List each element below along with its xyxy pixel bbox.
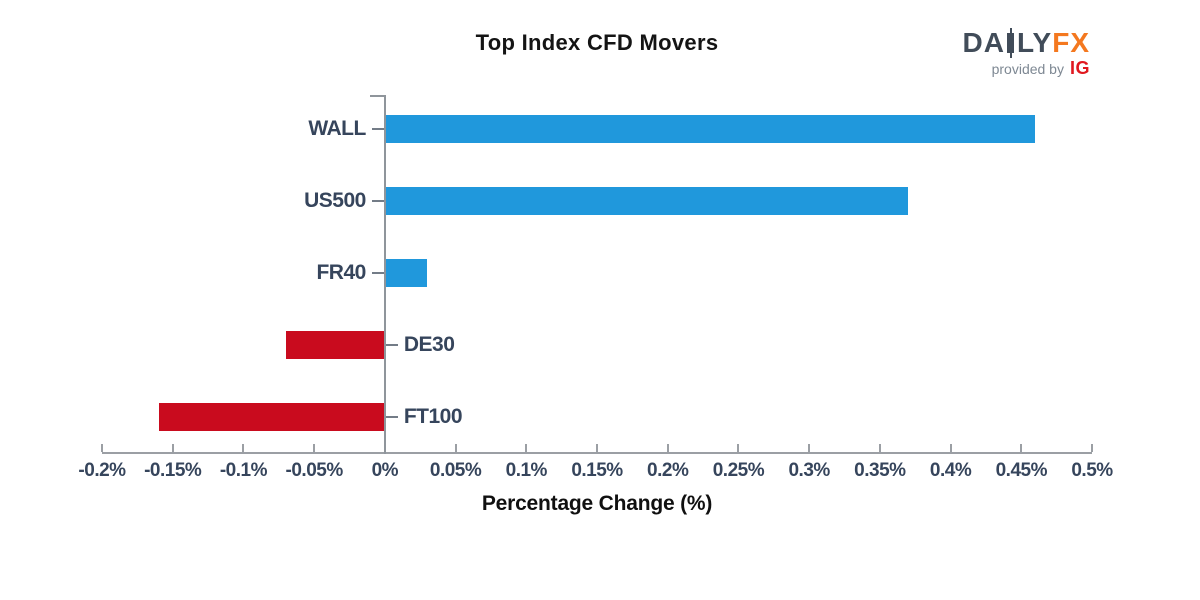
category-label-de30: DE30 [403,333,455,356]
x-tick-label: 0.2% [647,460,689,481]
category-label-us500: US500 [304,189,366,212]
x-tick-label: 0.5% [1071,460,1113,481]
x-tick-label: -0.05% [285,460,344,481]
x-tick-label: 0.35% [854,460,906,481]
x-tick-mark [101,444,103,452]
x-tick-mark [1020,444,1023,452]
x-tick-label: 0.05% [429,460,482,481]
logo-text-fx: FX [1052,27,1090,58]
x-tick-mark [313,444,316,452]
candlestick-icon [1007,28,1014,58]
provided-by-label: provided by [991,61,1064,77]
category-tick-ft100 [385,416,398,418]
x-tick-mark [454,444,457,452]
x-tick-mark [808,444,811,452]
x-axis-title: Percentage Change (%) [481,492,713,515]
x-tick-label: -0.1% [219,460,268,481]
x-tick-label: 0.45% [995,460,1048,481]
x-tick-label: 0% [371,460,399,481]
x-tick-mark [737,444,740,452]
x-tick-mark [878,444,881,452]
x-tick-label: -0.2% [78,460,126,481]
logo-text-ly: LY [1017,27,1053,58]
provided-by-line: provided by IG [992,58,1090,79]
logo-text-da: DA [962,27,1005,58]
chart-title: Top Index CFD Movers [475,30,719,55]
dailyfx-wordmark: DA LY FX [962,27,1090,58]
x-tick-mark [525,444,528,452]
x-tick-mark [949,444,952,452]
category-label-ft100: FT100 [403,405,463,428]
dailyfx-logo: DA LY FX provided by IG [962,27,1090,79]
category-tick-us500 [371,200,384,202]
x-tick-label: 0.4% [929,460,972,481]
x-tick-mark [666,444,669,452]
x-tick-label: -0.15% [144,460,202,481]
ig-logo: IG [1069,58,1090,78]
x-tick-label: 0.15% [571,460,623,481]
x-axis-line [102,452,1092,454]
bar-fr40 [384,259,428,287]
zero-baseline-cap [369,95,385,97]
category-tick-de30 [385,344,398,346]
x-tick-label: 0.3% [788,460,830,481]
x-tick-mark [171,444,174,452]
category-label-wall: WALL [308,117,366,140]
x-tick-mark [596,444,598,452]
x-tick-label: 0.25% [712,460,765,481]
bar-de30 [285,331,385,359]
zero-baseline [383,95,386,454]
bar-ft100 [158,403,385,431]
x-tick-label: 0.1% [505,460,548,481]
bar-wall [384,115,1036,143]
category-tick-fr40 [371,272,384,274]
x-tick-mark [242,444,245,452]
candlestick-body [1007,33,1014,53]
category-label-fr40: FR40 [316,261,366,284]
x-tick-mark [1091,444,1093,452]
bar-us500 [384,187,909,215]
category-tick-wall [371,128,384,130]
